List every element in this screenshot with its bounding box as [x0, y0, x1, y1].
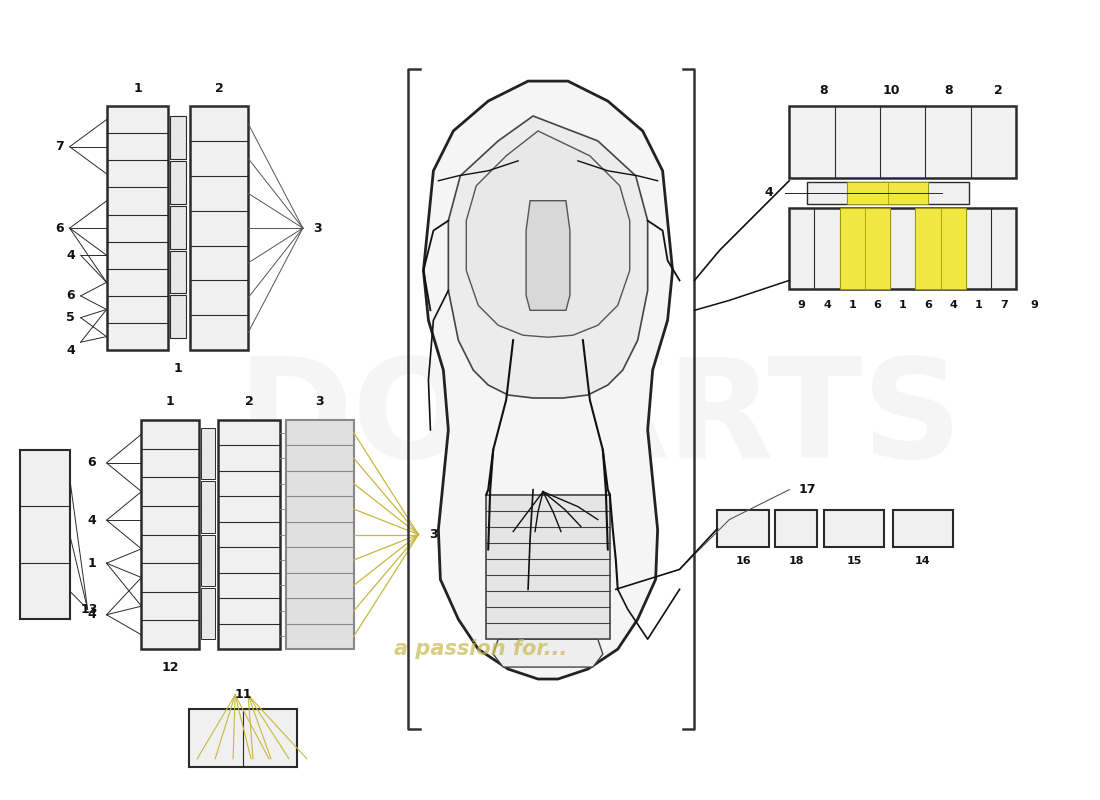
Text: 18: 18 [789, 557, 804, 566]
Text: 6: 6 [873, 300, 881, 310]
Text: 13: 13 [81, 602, 98, 616]
Bar [486, 494, 609, 639]
Bar [170, 250, 186, 294]
Text: 3: 3 [314, 222, 322, 234]
Bar [915, 208, 940, 290]
Text: 17: 17 [799, 483, 816, 496]
Bar [824, 510, 883, 547]
Polygon shape [424, 81, 672, 679]
Text: 6: 6 [87, 457, 96, 470]
Text: 4: 4 [764, 186, 773, 199]
Text: 4: 4 [87, 608, 96, 622]
Text: 2: 2 [214, 82, 223, 94]
Bar [201, 428, 216, 479]
Text: 4: 4 [823, 300, 830, 310]
Bar [170, 206, 186, 249]
Bar [776, 510, 817, 547]
Text: 6: 6 [55, 222, 64, 234]
Text: 7: 7 [55, 140, 64, 154]
Text: 16: 16 [736, 557, 751, 566]
Bar [789, 208, 1016, 290]
Text: 2: 2 [993, 83, 1002, 97]
Bar [189, 709, 297, 766]
Bar [170, 161, 186, 204]
Bar [940, 208, 966, 290]
Text: 6: 6 [924, 300, 932, 310]
Polygon shape [493, 639, 603, 667]
Text: 4: 4 [949, 300, 957, 310]
Bar [893, 510, 953, 547]
Bar [107, 106, 168, 350]
Text: 8: 8 [818, 83, 827, 97]
Text: 1: 1 [87, 557, 96, 570]
Bar [142, 420, 199, 649]
Bar [218, 420, 279, 649]
Bar [190, 106, 249, 350]
Text: 14: 14 [915, 557, 931, 566]
Text: 7: 7 [1000, 300, 1008, 310]
Polygon shape [449, 116, 648, 398]
Bar [170, 116, 186, 159]
Text: 6: 6 [66, 290, 75, 302]
Text: 2: 2 [244, 395, 253, 409]
Text: 1: 1 [848, 300, 856, 310]
Text: DOPARTS: DOPARTS [238, 353, 962, 487]
Polygon shape [526, 201, 570, 310]
Bar [201, 482, 216, 533]
Text: 1: 1 [174, 362, 183, 374]
Bar [20, 450, 69, 619]
Bar [789, 106, 1016, 178]
Bar [170, 295, 186, 338]
Bar [201, 534, 216, 586]
Text: 3: 3 [429, 528, 438, 541]
Text: 12: 12 [162, 661, 179, 674]
Text: 10: 10 [882, 83, 900, 97]
Text: 8: 8 [944, 83, 953, 97]
Bar [717, 510, 769, 547]
Bar [201, 588, 216, 639]
Text: 1: 1 [975, 300, 982, 310]
Text: 4: 4 [66, 344, 75, 357]
Text: 3: 3 [316, 395, 324, 409]
Text: 1: 1 [133, 82, 142, 94]
Bar [286, 420, 354, 649]
Polygon shape [466, 131, 629, 338]
Text: 11: 11 [234, 689, 252, 702]
Bar [888, 182, 928, 204]
Text: 1: 1 [166, 395, 175, 409]
Bar [847, 182, 888, 204]
Text: 4: 4 [66, 249, 75, 262]
Bar [807, 182, 968, 204]
Bar [865, 208, 890, 290]
Text: 9: 9 [798, 300, 805, 310]
Text: 9: 9 [1031, 300, 1038, 310]
Bar [839, 208, 865, 290]
Text: 1: 1 [899, 300, 906, 310]
Text: a passion for...: a passion for... [394, 639, 566, 659]
Text: 15: 15 [846, 557, 861, 566]
Text: 4: 4 [87, 514, 96, 526]
Text: 5: 5 [66, 311, 75, 324]
